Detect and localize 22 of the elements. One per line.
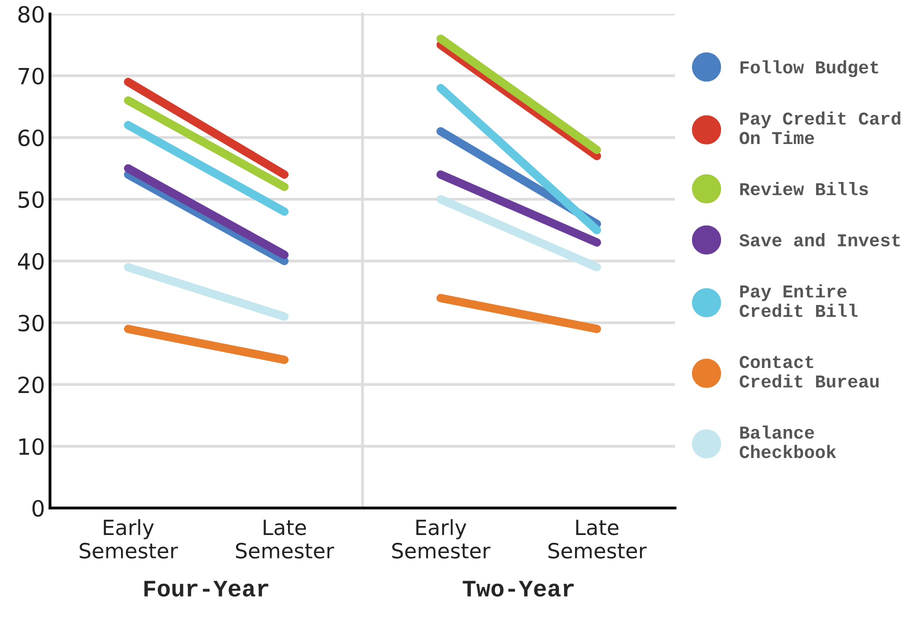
y-tick-label: 60 [18,129,44,146]
x-tick-label: Late Semester [548,520,647,559]
x-axis-title: Two-Year [462,580,574,597]
legend-label: Review Bills [740,182,868,196]
legend-label: Pay Credit Card On Time [740,111,900,144]
y-tick-label: 10 [19,438,44,456]
legend-label: Balance Checkbook [740,425,836,458]
x-tick-label: Early Semester [392,519,490,559]
legend-label: Save and Invest [739,233,900,246]
x-tick-label: Early Semester [80,519,178,559]
x-axis-title: Four-Year [144,580,268,597]
legend-label: Contact Credit Bureau [740,356,879,388]
y-tick-label: 30 [18,314,44,332]
legend-label: Pay Entire Credit Bill [740,284,858,318]
legend-label: Follow Budget [740,60,878,78]
x-tick-label: Late Semester [236,520,334,559]
y-tick-label: 80 [18,6,44,23]
y-tick-label: 20 [18,376,44,394]
y-tick-label: 0 [32,500,44,517]
y-tick-label: 50 [18,191,44,208]
y-tick-label: 70 [18,68,44,85]
y-tick-label: 40 [18,252,44,270]
